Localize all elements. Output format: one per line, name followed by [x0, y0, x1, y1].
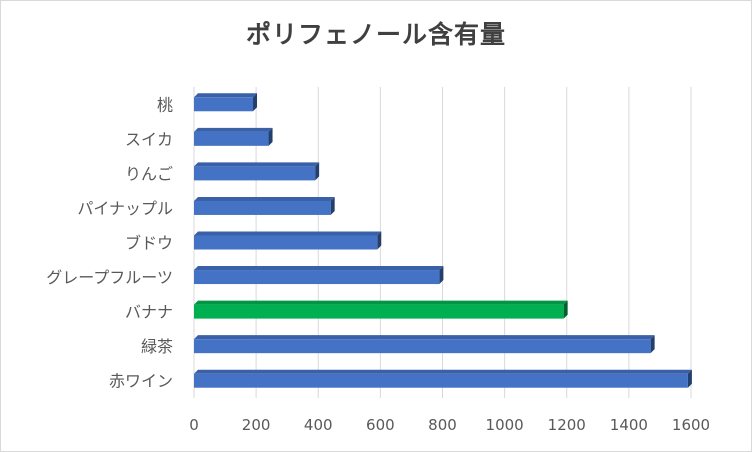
x-tick-label: 1200 [548, 416, 586, 434]
category-label: グレープフルーツ [46, 268, 173, 287]
category-label: 桃 [157, 95, 173, 114]
x-axis-ticks: 0 200 400 600 800 1000 1200 1400 1600 [189, 416, 710, 434]
x-tick-label: 1400 [610, 416, 648, 434]
x-tick-label: 1600 [672, 416, 710, 434]
category-label: 緑茶 [141, 337, 173, 356]
bar [194, 231, 382, 250]
x-tick-label: 0 [189, 416, 199, 434]
bar [194, 335, 655, 354]
chart-title: ポリフェノール含有量 [245, 20, 506, 49]
category-label: 赤ワイン [109, 372, 173, 391]
bars [194, 93, 692, 388]
bar [194, 196, 335, 215]
bar [194, 369, 692, 388]
bar [194, 300, 568, 319]
x-tick-label: 600 [366, 416, 395, 434]
bar [194, 127, 273, 146]
category-labels: 赤ワイン 緑茶 バナナ グレープフルーツ ブドウ パイナップル りんご スイカ 桃 [46, 95, 173, 390]
x-tick-label: 400 [304, 416, 333, 434]
x-tick-label: 800 [428, 416, 457, 434]
bar [194, 266, 444, 285]
category-label: りんご [125, 164, 173, 183]
category-label: ブドウ [125, 234, 173, 253]
x-tick-label: 200 [242, 416, 271, 434]
category-label: スイカ [125, 130, 173, 149]
x-tick-label: 1000 [486, 416, 524, 434]
category-label: パイナップル [77, 199, 173, 218]
bar [194, 162, 320, 181]
category-label: バナナ [125, 303, 173, 322]
bar [194, 93, 258, 112]
